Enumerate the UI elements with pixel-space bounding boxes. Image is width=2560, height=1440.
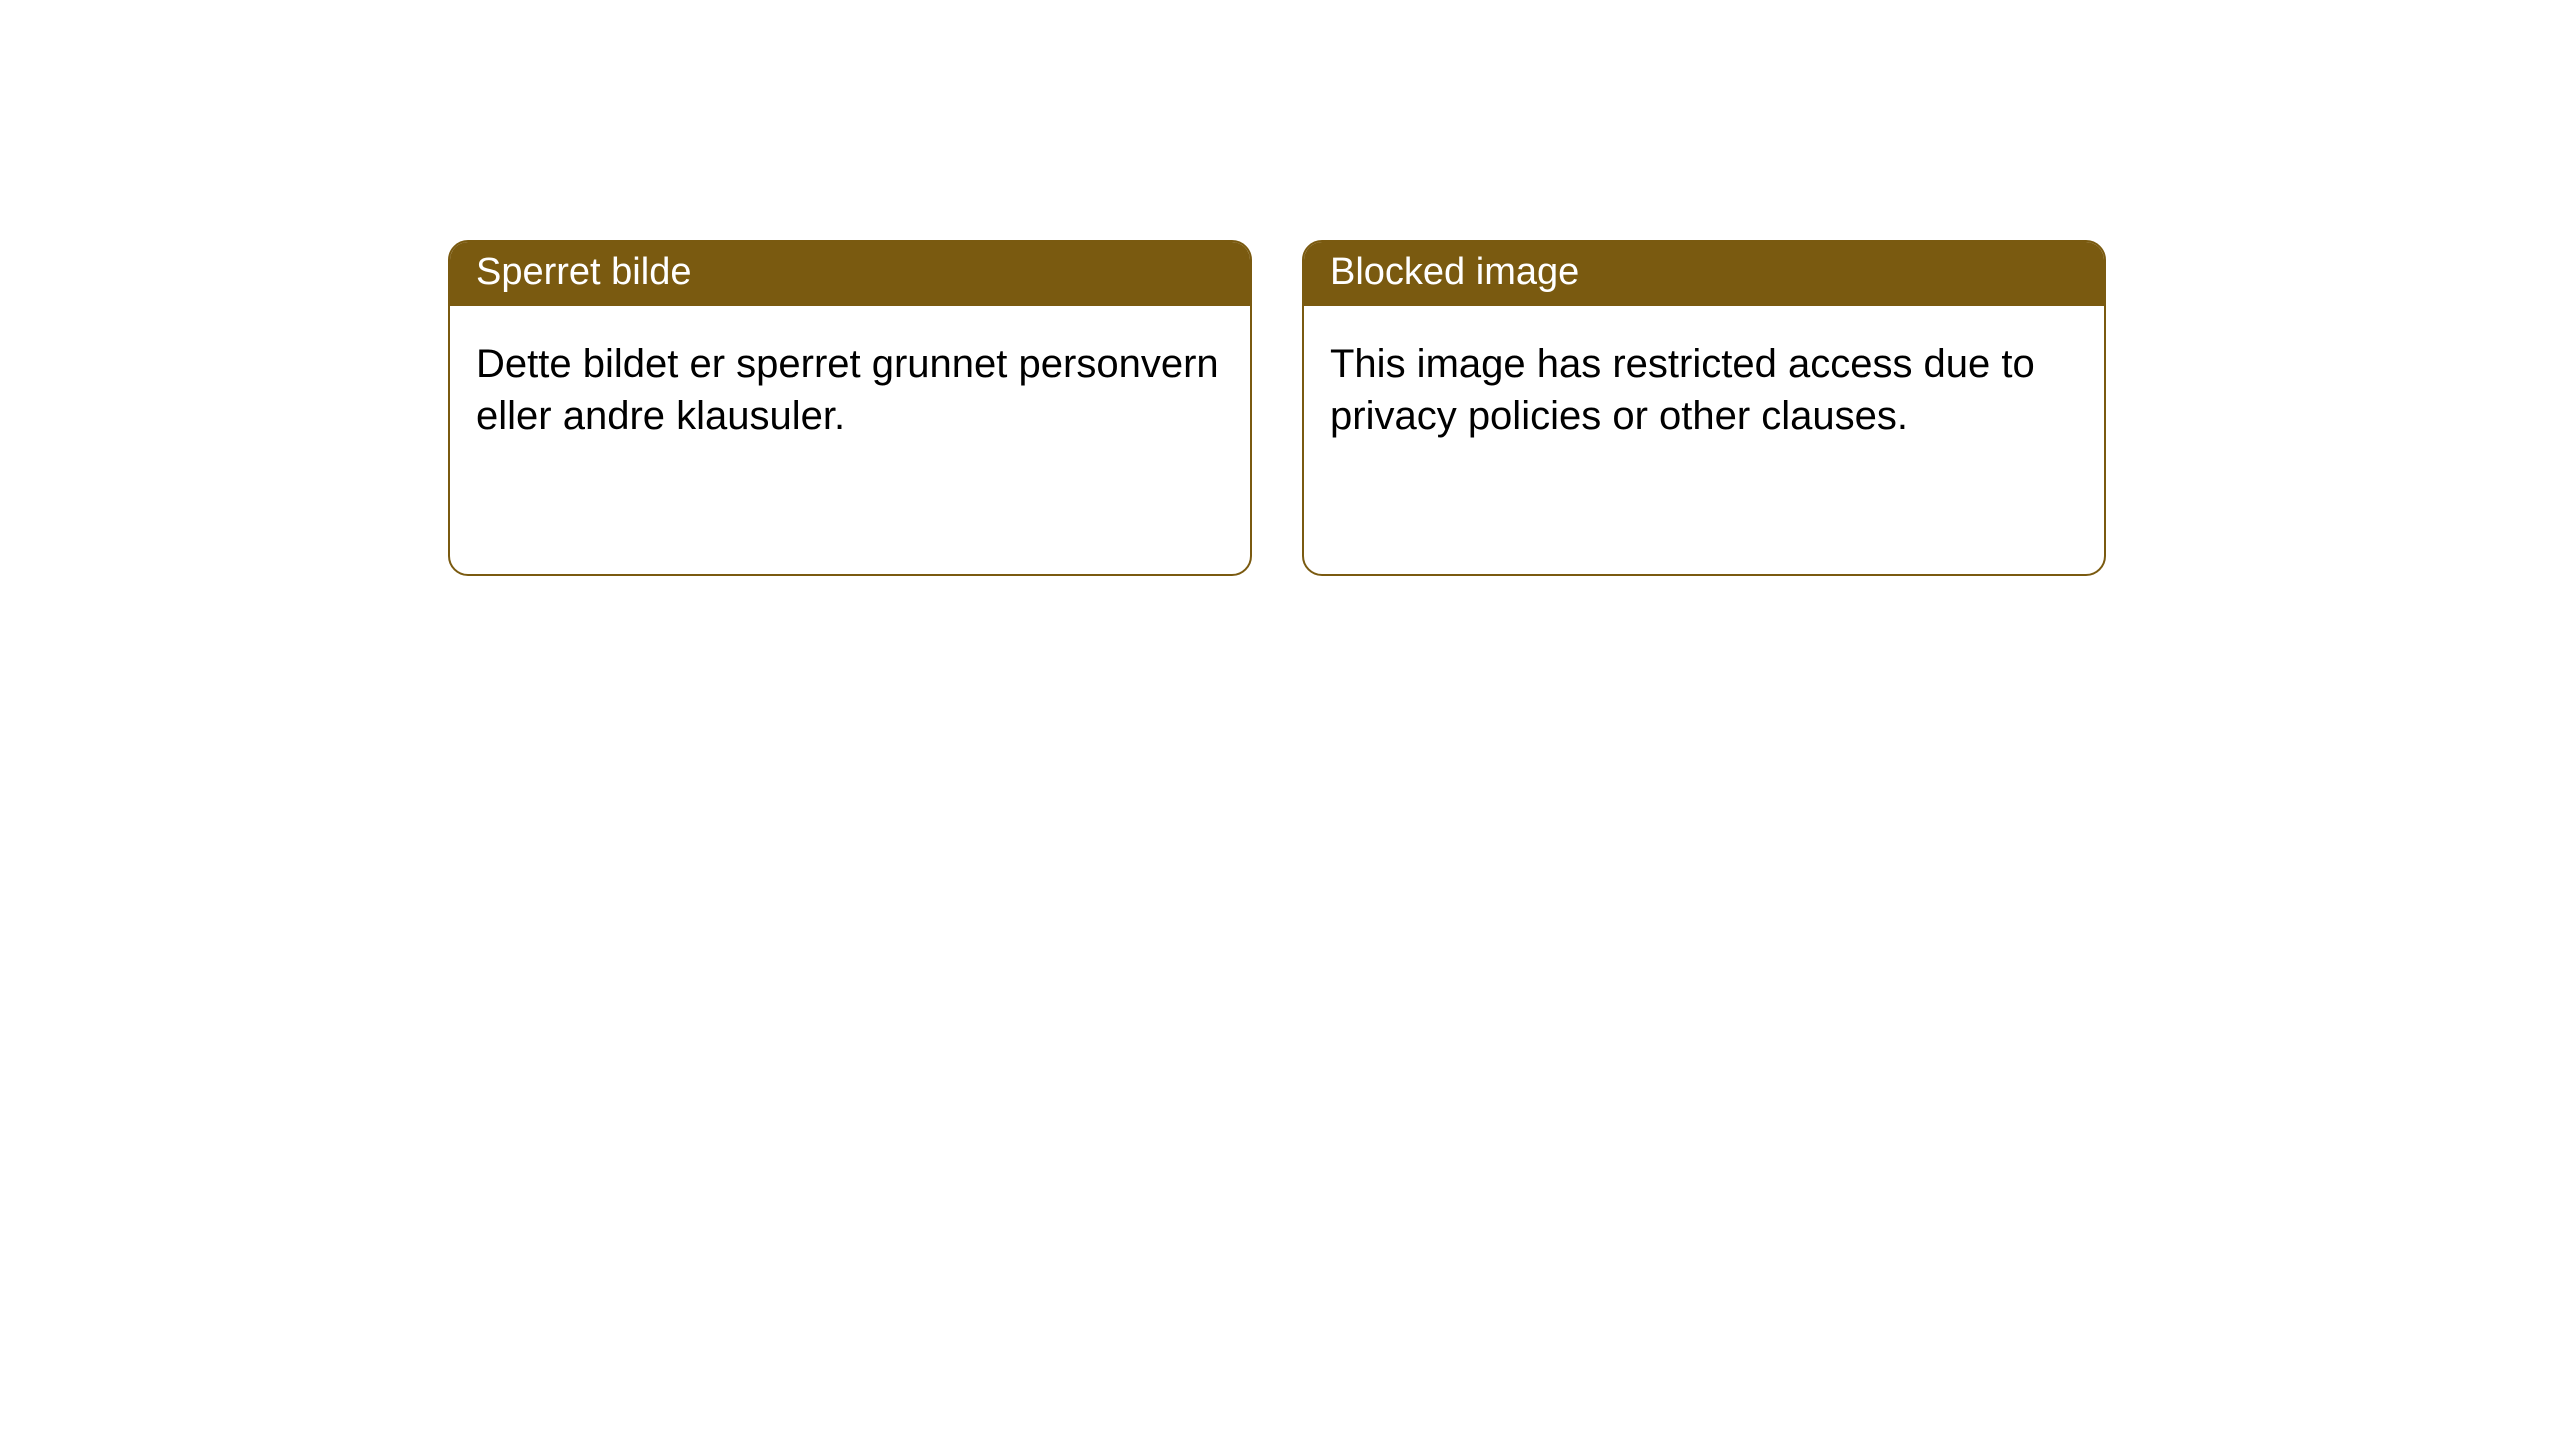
blocked-image-card-en: Blocked image This image has restricted … [1302, 240, 2106, 576]
card-body-text: This image has restricted access due to … [1330, 342, 2035, 438]
card-container: Sperret bilde Dette bildet er sperret gr… [0, 0, 2560, 576]
card-body-text: Dette bildet er sperret grunnet personve… [476, 342, 1219, 438]
card-title: Sperret bilde [476, 251, 691, 293]
card-header: Sperret bilde [450, 242, 1250, 306]
blocked-image-card-no: Sperret bilde Dette bildet er sperret gr… [448, 240, 1252, 576]
card-title: Blocked image [1330, 251, 1579, 293]
card-body: Dette bildet er sperret grunnet personve… [450, 306, 1250, 474]
card-header: Blocked image [1304, 242, 2104, 306]
card-body: This image has restricted access due to … [1304, 306, 2104, 474]
